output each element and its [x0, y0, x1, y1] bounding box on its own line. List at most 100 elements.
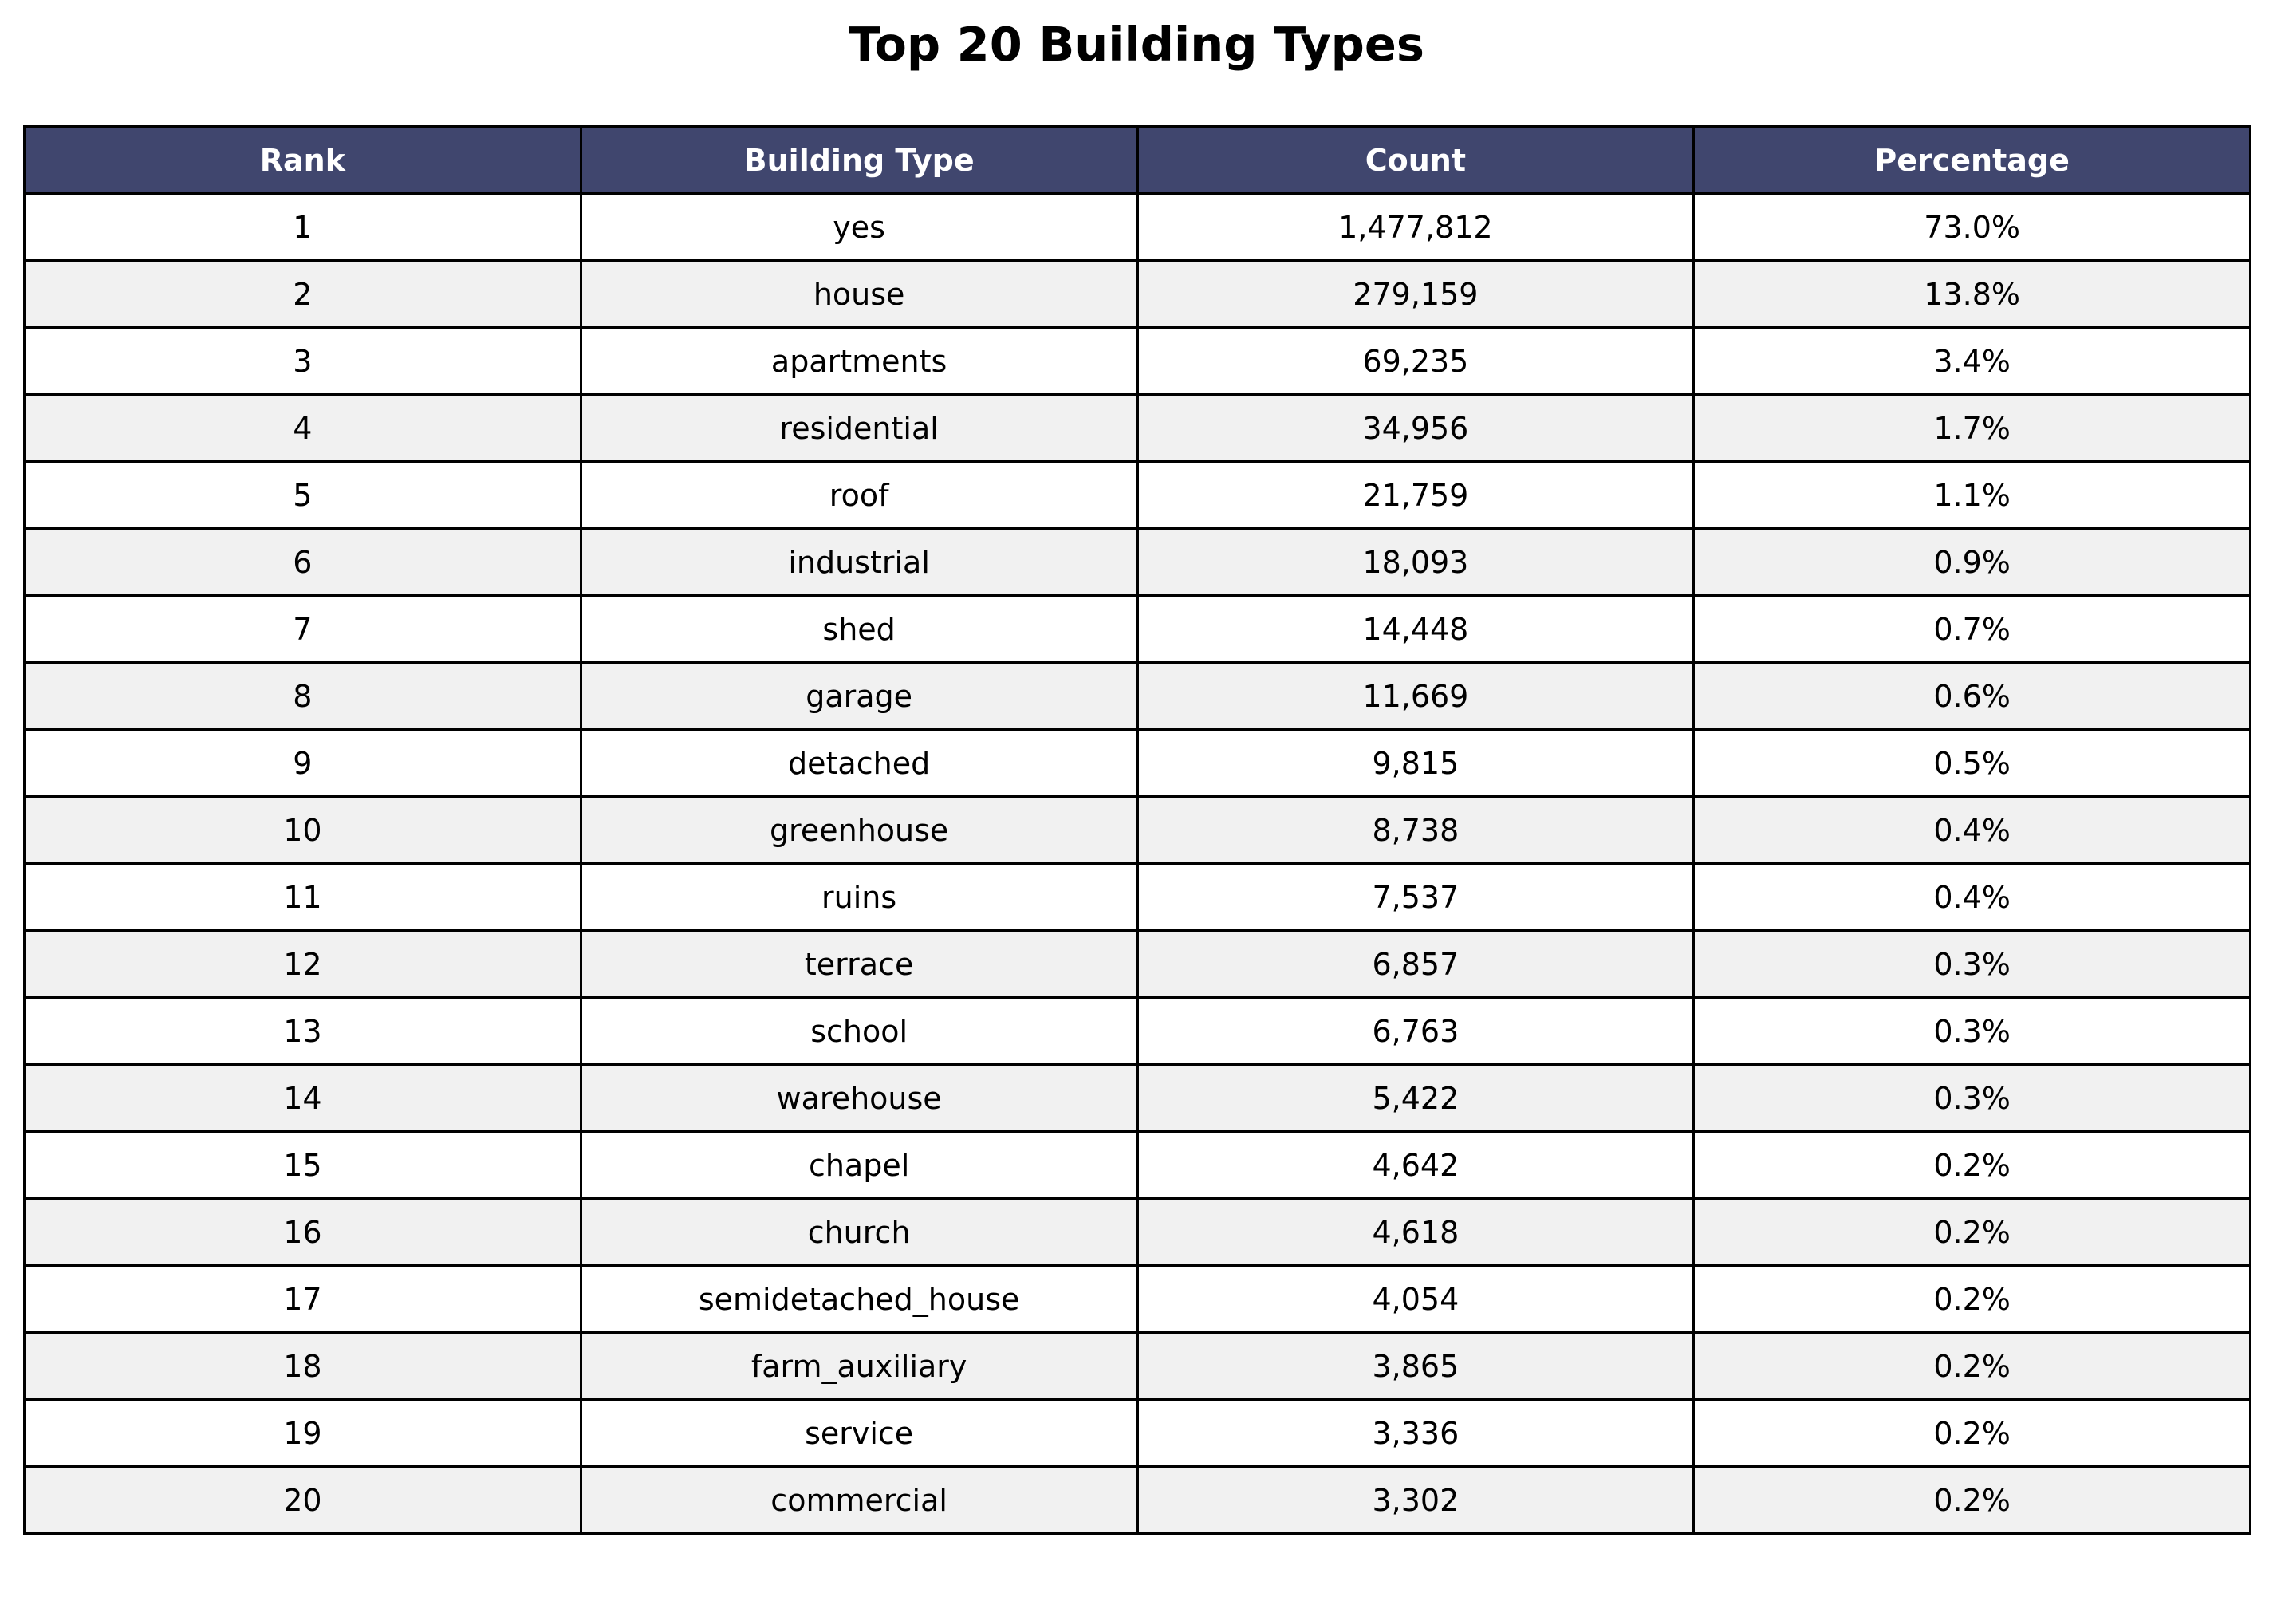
- table-cell-percentage: 0.4%: [1692, 795, 2251, 865]
- table-cell-percentage: 1.7%: [1692, 393, 2251, 463]
- table-row: 5 roof 21,759 1.1%: [23, 460, 2251, 530]
- table-cell-percentage: 1.1%: [1692, 460, 2251, 530]
- table-cell-percentage: 3.4%: [1692, 326, 2251, 396]
- table-cell-building-type: semidetached_house: [579, 1264, 1139, 1334]
- table-cell-rank: 6: [23, 527, 582, 597]
- table-row: 19 service 3,336 0.2%: [23, 1398, 2251, 1468]
- table-row: 1 yes 1,477,812 73.0%: [23, 192, 2251, 262]
- table-cell-rank: 11: [23, 862, 582, 932]
- table-row: 12 terrace 6,857 0.3%: [23, 929, 2251, 999]
- table-cell-building-type: industrial: [579, 527, 1139, 597]
- table-cell-building-type: warehouse: [579, 1063, 1139, 1133]
- table-cell-building-type: residential: [579, 393, 1139, 463]
- table-cell-percentage: 0.3%: [1692, 1063, 2251, 1133]
- table-header-row: Rank Building Type Count Percentage: [23, 125, 2251, 195]
- table-cell-rank: 13: [23, 996, 582, 1066]
- table-row: 13 school 6,763 0.3%: [23, 996, 2251, 1066]
- table-cell-rank: 15: [23, 1130, 582, 1200]
- table-cell-percentage: 0.2%: [1692, 1465, 2251, 1535]
- table-cell-rank: 16: [23, 1197, 582, 1267]
- table-cell-rank: 20: [23, 1465, 582, 1535]
- table-cell-count: 1,477,812: [1136, 192, 1696, 262]
- table-cell-count: 4,642: [1136, 1130, 1696, 1200]
- table-cell-rank: 2: [23, 259, 582, 329]
- table-cell-count: 5,422: [1136, 1063, 1696, 1133]
- table-cell-count: 8,738: [1136, 795, 1696, 865]
- table-cell-rank: 4: [23, 393, 582, 463]
- table-cell-percentage: 0.9%: [1692, 527, 2251, 597]
- table-cell-rank: 9: [23, 728, 582, 798]
- table-cell-building-type: detached: [579, 728, 1139, 798]
- table-cell-building-type: roof: [579, 460, 1139, 530]
- column-header-percentage: Percentage: [1692, 125, 2251, 195]
- table-cell-percentage: 0.2%: [1692, 1264, 2251, 1334]
- table-cell-rank: 5: [23, 460, 582, 530]
- table-cell-rank: 3: [23, 326, 582, 396]
- table-cell-percentage: 0.2%: [1692, 1398, 2251, 1468]
- column-header-count: Count: [1136, 125, 1696, 195]
- table-cell-count: 3,302: [1136, 1465, 1696, 1535]
- column-header-building-type: Building Type: [579, 125, 1139, 195]
- table-cell-count: 9,815: [1136, 728, 1696, 798]
- table-cell-count: 6,857: [1136, 929, 1696, 999]
- table-cell-rank: 19: [23, 1398, 582, 1468]
- table-row: 16 church 4,618 0.2%: [23, 1197, 2251, 1267]
- table-cell-building-type: yes: [579, 192, 1139, 262]
- table-cell-rank: 7: [23, 594, 582, 664]
- table-cell-building-type: chapel: [579, 1130, 1139, 1200]
- table-cell-percentage: 0.6%: [1692, 661, 2251, 731]
- table-cell-percentage: 0.7%: [1692, 594, 2251, 664]
- table-cell-building-type: church: [579, 1197, 1139, 1267]
- table-cell-rank: 18: [23, 1331, 582, 1401]
- table-cell-percentage: 73.0%: [1692, 192, 2251, 262]
- table-cell-building-type: apartments: [579, 326, 1139, 396]
- table-cell-rank: 14: [23, 1063, 582, 1133]
- table-cell-rank: 10: [23, 795, 582, 865]
- table-row: 3 apartments 69,235 3.4%: [23, 326, 2251, 396]
- table-row: 18 farm_auxiliary 3,865 0.2%: [23, 1331, 2251, 1401]
- table-cell-building-type: shed: [579, 594, 1139, 664]
- table-row: 2 house 279,159 13.8%: [23, 259, 2251, 329]
- table-cell-percentage: 0.4%: [1692, 862, 2251, 932]
- table-cell-building-type: house: [579, 259, 1139, 329]
- table-cell-count: 6,763: [1136, 996, 1696, 1066]
- table-body: 1 yes 1,477,812 73.0% 2 house 279,159 13.8% 3 apa…: [23, 192, 2251, 1535]
- table-cell-count: 3,865: [1136, 1331, 1696, 1401]
- table-cell-count: 14,448: [1136, 594, 1696, 664]
- table-cell-percentage: 13.8%: [1692, 259, 2251, 329]
- table-cell-building-type: garage: [579, 661, 1139, 731]
- table-cell-rank: 1: [23, 192, 582, 262]
- table-cell-percentage: 0.3%: [1692, 996, 2251, 1066]
- table-cell-building-type: terrace: [579, 929, 1139, 999]
- table-cell-count: 4,618: [1136, 1197, 1696, 1267]
- table-row: 9 detached 9,815 0.5%: [23, 728, 2251, 798]
- table-cell-building-type: service: [579, 1398, 1139, 1468]
- table-cell-percentage: 0.3%: [1692, 929, 2251, 999]
- table-cell-building-type: commercial: [579, 1465, 1139, 1535]
- table-row: 20 commercial 3,302 0.2%: [23, 1465, 2251, 1535]
- table-cell-building-type: ruins: [579, 862, 1139, 932]
- table-cell-count: 7,537: [1136, 862, 1696, 932]
- table-cell-count: 69,235: [1136, 326, 1696, 396]
- table-cell-count: 3,336: [1136, 1398, 1696, 1468]
- table-cell-count: 4,054: [1136, 1264, 1696, 1334]
- table-row: 7 shed 14,448 0.7%: [23, 594, 2251, 664]
- table-cell-building-type: school: [579, 996, 1139, 1066]
- table-cell-percentage: 0.2%: [1692, 1331, 2251, 1401]
- table-cell-count: 279,159: [1136, 259, 1696, 329]
- table-row: 10 greenhouse 8,738 0.4%: [23, 795, 2251, 865]
- table-row: 15 chapel 4,642 0.2%: [23, 1130, 2251, 1200]
- table-row: 4 residential 34,956 1.7%: [23, 393, 2251, 463]
- building-types-table: Rank Building Type Count Percentage 1 yes 1,4…: [23, 125, 2251, 1535]
- column-header-rank: Rank: [23, 125, 582, 195]
- table-row: 14 warehouse 5,422 0.3%: [23, 1063, 2251, 1133]
- table-cell-percentage: 0.2%: [1692, 1197, 2251, 1267]
- table-cell-count: 11,669: [1136, 661, 1696, 731]
- table-cell-percentage: 0.5%: [1692, 728, 2251, 798]
- table-cell-rank: 8: [23, 661, 582, 731]
- table-cell-count: 18,093: [1136, 527, 1696, 597]
- table-cell-building-type: farm_auxiliary: [579, 1331, 1139, 1401]
- table-cell-count: 21,759: [1136, 460, 1696, 530]
- table-cell-rank: 12: [23, 929, 582, 999]
- table-row: 11 ruins 7,537 0.4%: [23, 862, 2251, 932]
